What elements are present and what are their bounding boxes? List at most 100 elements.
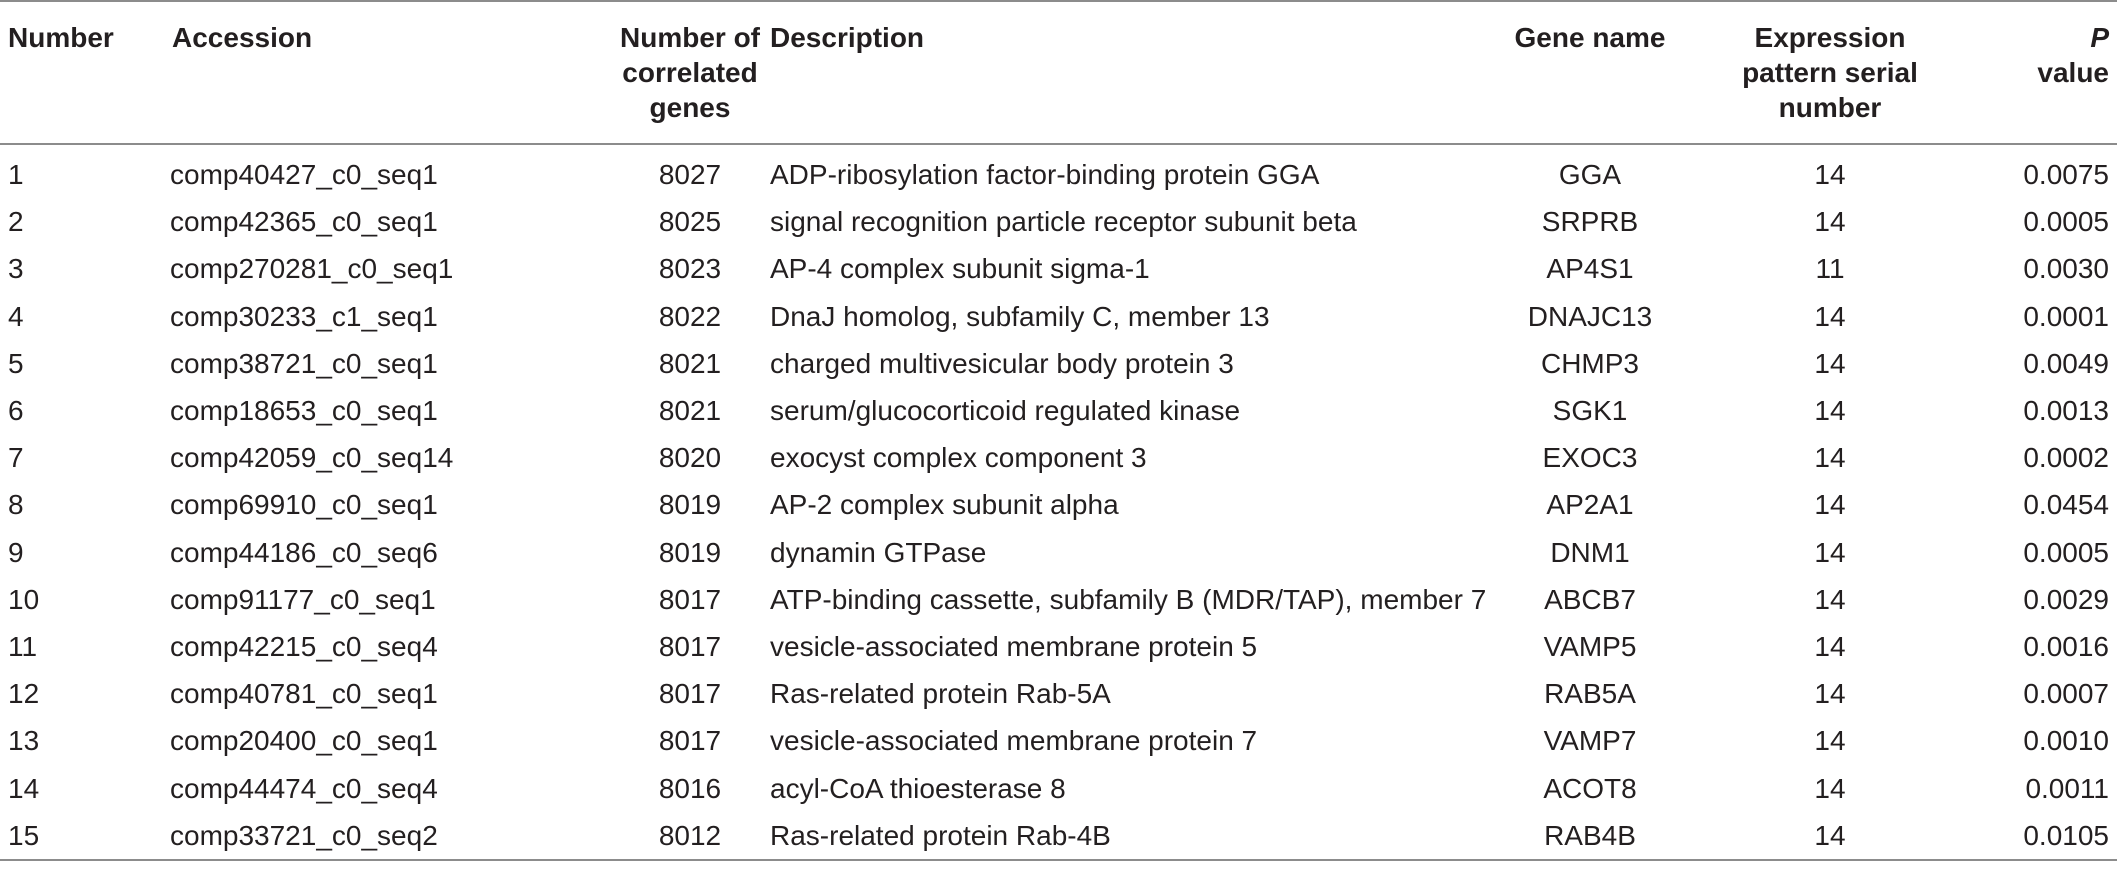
cell-number: 2 xyxy=(8,206,24,238)
table-row: 3 comp270281_c0_seq1 8023 AP-4 complex subu… xyxy=(0,245,2117,292)
cell-p-value: 0.0030 xyxy=(2023,253,2109,285)
cell-correlated-genes: 8025 xyxy=(658,206,722,238)
table-body: 1 comp40427_c0_seq1 8027 ADP-ribosylation f… xyxy=(0,144,2117,860)
cell-correlated-genes: 8020 xyxy=(658,442,722,474)
table-row: 2 comp42365_c0_seq1 8025 signal recognition… xyxy=(0,198,2117,245)
cell-number: 15 xyxy=(8,819,40,851)
cell-number: 11 xyxy=(8,630,38,662)
cell-p-value: 0.0075 xyxy=(2023,159,2109,191)
cell-expression-pattern: 14 xyxy=(1814,819,1846,851)
header-gene-name: Gene name xyxy=(1514,22,1666,53)
cell-expression-pattern: 14 xyxy=(1814,678,1846,710)
cell-accession: comp270281_c0_seq1 xyxy=(170,253,454,285)
cell-gene-name: VAMP7 xyxy=(1543,725,1637,757)
cell-gene-name: RAB5A xyxy=(1544,678,1636,710)
table-row: 13 comp20400_c0_seq1 8017 vesicle-associate… xyxy=(0,717,2117,764)
cell-p-value: 0.0016 xyxy=(2023,630,2109,662)
cell-gene-name: EXOC3 xyxy=(1542,442,1638,474)
header-correlated-genes: Number of correlated genes xyxy=(620,22,760,123)
cell-correlated-genes: 8017 xyxy=(658,583,722,615)
cell-expression-pattern: 14 xyxy=(1814,442,1846,474)
cell-p-value: 0.0011 xyxy=(2025,772,2109,804)
cell-p-value: 0.0049 xyxy=(2023,347,2109,379)
cell-correlated-genes: 8017 xyxy=(658,725,722,757)
correlated-genes-table: Number Accession Number of correlated ge… xyxy=(0,1,2117,860)
cell-number: 14 xyxy=(8,772,40,804)
cell-gene-name: AP2A1 xyxy=(1546,489,1634,521)
cell-correlated-genes: 8012 xyxy=(658,819,722,851)
cell-accession: comp42215_c0_seq4 xyxy=(170,630,438,662)
cell-accession: comp40781_c0_seq1 xyxy=(170,678,438,710)
table-row: 7 comp42059_c0_seq14 8020 exocyst complex c… xyxy=(0,434,2117,481)
cell-accession: comp42059_c0_seq14 xyxy=(170,442,454,474)
cell-accession: comp38721_c0_seq1 xyxy=(170,347,438,379)
cell-expression-pattern: 14 xyxy=(1814,159,1846,191)
cell-expression-pattern: 14 xyxy=(1814,347,1846,379)
cell-number: 7 xyxy=(8,442,24,474)
cell-accession: comp40427_c0_seq1 xyxy=(170,159,438,191)
cell-number: 8 xyxy=(8,489,24,521)
cell-gene-name: GGA xyxy=(1558,159,1622,191)
cell-description: vesicle-associated membrane protein 7 xyxy=(770,725,1258,757)
cell-number: 6 xyxy=(8,395,24,427)
cell-description: AP-2 complex subunit alpha xyxy=(770,489,1119,521)
table-row: 9 comp44186_c0_seq6 8019 dynamin GTPase DNM1… xyxy=(0,529,2117,576)
table-row: 15 comp33721_c0_seq2 8012 Ras-related prote… xyxy=(0,812,2117,860)
cell-gene-name: CHMP3 xyxy=(1540,347,1639,379)
cell-gene-name: DNAJC13 xyxy=(1527,300,1653,332)
table-row: 1 comp40427_c0_seq1 8027 ADP-ribosylation f… xyxy=(0,144,2117,198)
header-row: Number Accession Number of correlated ge… xyxy=(0,1,2117,144)
cell-description: ADP-ribosylation factor-binding protein … xyxy=(770,159,1320,191)
cell-expression-pattern: 14 xyxy=(1814,489,1846,521)
table-row: 8 comp69910_c0_seq1 8019 AP-2 complex subun… xyxy=(0,481,2117,528)
cell-correlated-genes: 8017 xyxy=(658,678,722,710)
cell-number: 12 xyxy=(8,678,40,710)
cell-gene-name: SGK1 xyxy=(1552,395,1628,427)
cell-accession: comp91177_c0_seq1 xyxy=(170,583,436,615)
cell-description: exocyst complex component 3 xyxy=(770,442,1147,474)
table-row: 4 comp30233_c1_seq1 8022 DnaJ homolog, subf… xyxy=(0,293,2117,340)
cell-accession: comp33721_c0_seq2 xyxy=(170,819,438,851)
cell-description: Ras-related protein Rab-4B xyxy=(770,819,1111,851)
cell-description: DnaJ homolog, subfamily C, member 13 xyxy=(770,300,1270,332)
cell-p-value: 0.0029 xyxy=(2023,583,2109,615)
cell-description: Ras-related protein Rab-5A xyxy=(770,678,1111,710)
cell-gene-name: ABCB7 xyxy=(1544,583,1636,615)
cell-expression-pattern: 14 xyxy=(1814,583,1846,615)
cell-accession: comp30233_c1_seq1 xyxy=(170,300,438,332)
cell-p-value: 0.0010 xyxy=(2023,725,2109,757)
cell-expression-pattern: 14 xyxy=(1814,725,1846,757)
cell-accession: comp20400_c0_seq1 xyxy=(170,725,438,757)
cell-p-value: 0.0007 xyxy=(2023,678,2109,710)
cell-expression-pattern: 14 xyxy=(1814,300,1846,332)
cell-p-value: 0.0005 xyxy=(2023,206,2109,238)
cell-gene-name: AP4S1 xyxy=(1546,253,1634,285)
cell-number: 4 xyxy=(8,300,24,332)
cell-p-value: 0.0105 xyxy=(2023,819,2109,851)
cell-expression-pattern: 14 xyxy=(1814,536,1846,568)
cell-correlated-genes: 8021 xyxy=(658,395,722,427)
cell-expression-pattern: 14 xyxy=(1814,395,1846,427)
cell-number: 10 xyxy=(8,583,40,615)
cell-expression-pattern: 14 xyxy=(1814,206,1846,238)
cell-expression-pattern: 14 xyxy=(1814,772,1846,804)
cell-correlated-genes: 8019 xyxy=(658,536,722,568)
cell-gene-name: RAB4B xyxy=(1544,819,1636,851)
gene-table-container: Number Accession Number of correlated ge… xyxy=(0,1,2117,860)
cell-accession: comp42365_c0_seq1 xyxy=(170,206,438,238)
cell-gene-name: DNM1 xyxy=(1550,536,1630,568)
header-p-italic: P xyxy=(2090,22,2109,53)
cell-expression-pattern: 14 xyxy=(1814,630,1846,662)
table-row: 5 comp38721_c0_seq1 8021 charged multivesic… xyxy=(0,340,2117,387)
cell-accession: comp69910_c0_seq1 xyxy=(170,489,438,521)
cell-description: AP-4 complex subunit sigma-1 xyxy=(770,253,1150,285)
table-row: 10 comp91177_c0_seq1 8017 ATP-binding casse… xyxy=(0,576,2117,623)
cell-description: signal recognition particle receptor sub… xyxy=(770,206,1357,238)
table-row: 11 comp42215_c0_seq4 8017 vesicle-associate… xyxy=(0,623,2117,670)
cell-number: 5 xyxy=(8,347,24,379)
cell-correlated-genes: 8022 xyxy=(658,300,722,332)
cell-p-value: 0.0001 xyxy=(2023,300,2109,332)
cell-number: 9 xyxy=(8,536,24,568)
cell-correlated-genes: 8027 xyxy=(658,159,722,191)
